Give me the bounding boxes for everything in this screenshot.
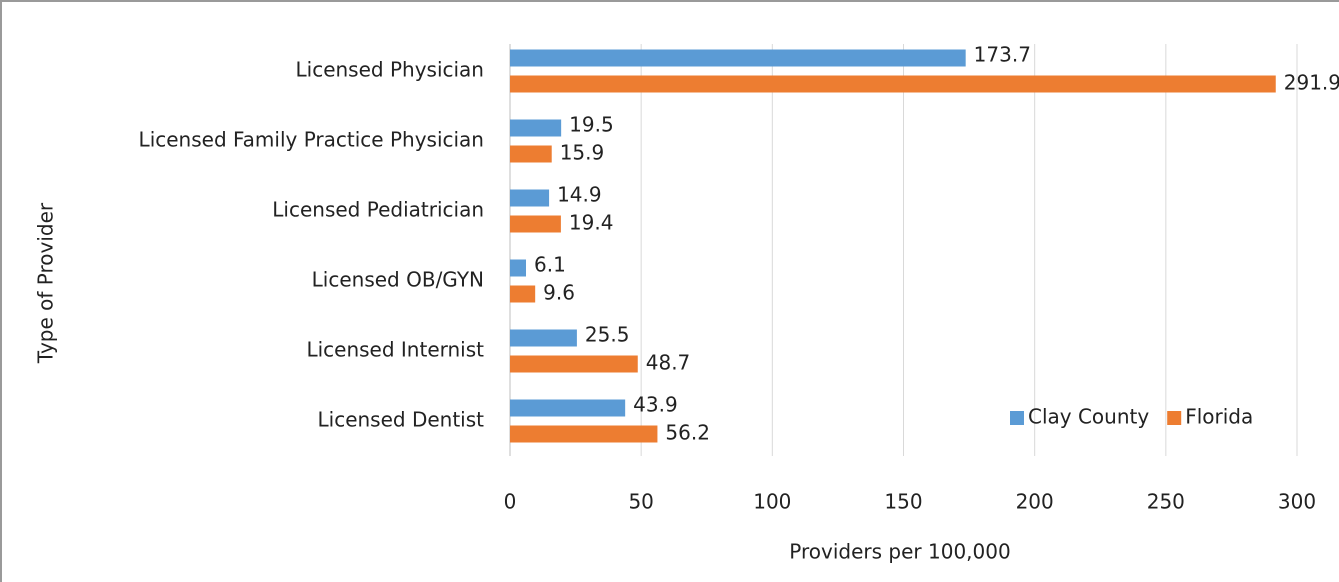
legend-label: Florida xyxy=(1185,405,1253,429)
value-label: 291.9 xyxy=(1284,71,1339,95)
y-tick-label: Licensed Dentist xyxy=(318,408,485,432)
x-axis-title: Providers per 100,000 xyxy=(789,540,1010,564)
value-label: 9.6 xyxy=(543,281,575,305)
legend-swatch xyxy=(1167,411,1182,425)
bar xyxy=(510,145,552,163)
value-label: 14.9 xyxy=(557,183,602,207)
value-label: 19.5 xyxy=(569,113,614,137)
value-label: 43.9 xyxy=(633,393,678,417)
value-label: 15.9 xyxy=(560,141,605,165)
y-axis-title: Type of Provider xyxy=(34,202,58,364)
value-label: 25.5 xyxy=(585,323,630,347)
legend-label: Clay County xyxy=(1028,405,1149,429)
value-label: 19.4 xyxy=(569,211,614,235)
y-tick-label: Licensed Internist xyxy=(306,338,484,362)
value-label: 6.1 xyxy=(534,253,566,277)
value-label: 173.7 xyxy=(974,43,1031,67)
bar xyxy=(510,425,658,443)
x-tick-label: 150 xyxy=(884,490,922,514)
value-label: 48.7 xyxy=(646,351,691,375)
bar xyxy=(510,329,577,347)
bar xyxy=(510,399,626,417)
x-tick-label: 0 xyxy=(504,490,517,514)
bar xyxy=(510,259,527,277)
x-tick-label: 50 xyxy=(628,490,653,514)
x-tick-label: 100 xyxy=(753,490,791,514)
x-tick-label: 250 xyxy=(1147,490,1185,514)
value-label: 56.2 xyxy=(665,421,710,445)
x-tick-label: 200 xyxy=(1016,490,1054,514)
x-tick-label: 300 xyxy=(1278,490,1316,514)
y-tick-label: Licensed Pediatrician xyxy=(272,198,484,222)
bar xyxy=(510,285,536,303)
legend-swatch xyxy=(1010,411,1024,425)
bar xyxy=(510,189,550,207)
bar xyxy=(510,75,1276,93)
bar xyxy=(510,215,561,233)
y-tick-label: Licensed Physician xyxy=(296,58,485,82)
bar xyxy=(510,49,966,67)
y-tick-label: Licensed Family Practice Physician xyxy=(139,128,484,152)
bar xyxy=(510,119,562,137)
bar xyxy=(510,355,638,373)
y-tick-label: Licensed OB/GYN xyxy=(312,268,484,292)
